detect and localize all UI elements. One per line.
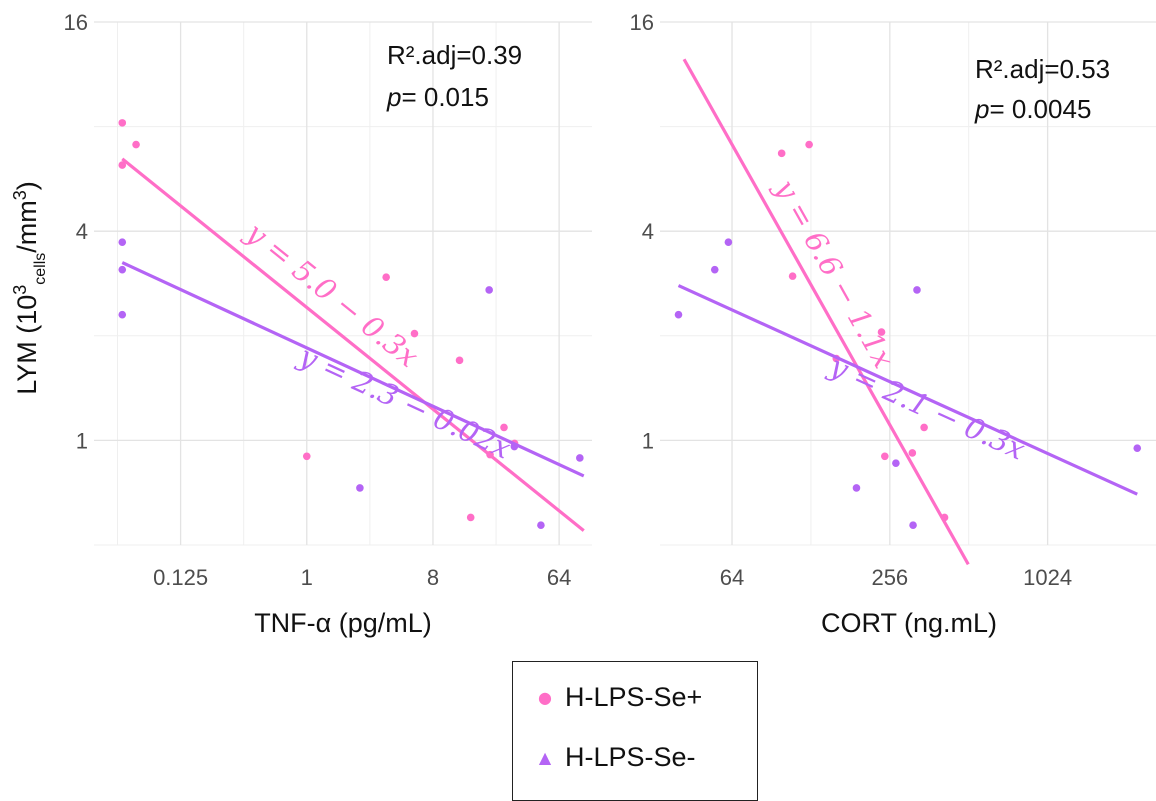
p-value-annotation: p= 0.015: [386, 82, 489, 112]
data-point: [486, 450, 494, 459]
r2-annotation: R².adj=0.39: [387, 40, 522, 70]
data-point: [132, 140, 140, 149]
y-tick-label: 16: [64, 10, 88, 35]
x-tick-label: 1024: [1023, 565, 1072, 590]
data-point: [455, 356, 464, 365]
legend-label-se-plus: H-LPS-Se+: [565, 682, 703, 712]
data-point: [356, 484, 364, 492]
fit-line: [121, 261, 585, 478]
data-point: [913, 286, 921, 294]
data-point: [576, 454, 584, 462]
data-point: [710, 265, 719, 274]
y-tick-label: 4: [642, 219, 654, 244]
y-tick-label: 4: [76, 219, 88, 244]
p-value-annotation: p= 0.0045: [974, 94, 1091, 124]
data-point: [537, 521, 545, 530]
legend-symbol-se-minus: ▲: [538, 748, 552, 767]
p-value: = 0.0045: [989, 94, 1091, 124]
data-point: [852, 484, 861, 492]
fit-equation-label: y = 2.1 − 0.3x: [823, 348, 1030, 467]
data-point: [805, 140, 813, 149]
x-tick-label: 256: [871, 565, 908, 590]
x-tick-label: 8: [427, 565, 439, 590]
fit-line: [677, 284, 1138, 496]
y-tick-label: 1: [642, 428, 654, 453]
data-point: [302, 452, 311, 461]
p-value: = 0.015: [401, 82, 488, 112]
legend-item-se-minus: ▲ H-LPS-Se-: [533, 742, 696, 773]
x-tick-label: 64: [720, 565, 744, 590]
data-point: [485, 286, 493, 294]
data-point: [674, 310, 683, 319]
data-point: [510, 442, 519, 451]
data-point: [410, 329, 419, 338]
data-point: [724, 238, 733, 246]
p-symbol: p: [974, 94, 989, 124]
fit-line: [121, 157, 585, 532]
data-point: [909, 521, 917, 530]
legend: ● H-LPS-Se+ ▲ H-LPS-Se-: [512, 661, 758, 801]
data-point: [466, 513, 475, 522]
data-point: [382, 273, 390, 281]
legend-label-se-minus: H-LPS-Se-: [565, 742, 696, 772]
fit-equation-label: y = 6.6 − 1.1x: [767, 172, 901, 374]
data-point: [1133, 444, 1142, 452]
data-point: [920, 423, 928, 432]
data-point: [118, 310, 127, 319]
data-point: [118, 161, 127, 169]
fit-line: [682, 58, 970, 566]
legend-item-se-plus: ● H-LPS-Se+: [533, 682, 702, 713]
right-panel-cort: 64 256 1024 1 4 16 CORT (ng.mL) y = 6.6 − 1.1xy…: [630, 10, 1156, 638]
data-point: [788, 272, 797, 280]
data-point: [881, 452, 889, 461]
data-point: [940, 513, 949, 522]
x-tick-label: 64: [547, 565, 571, 590]
data-point: [500, 423, 508, 432]
data-point: [908, 449, 917, 457]
legend-symbol-se-plus: ●: [538, 688, 552, 707]
y-tick-label: 16: [630, 10, 654, 35]
x-tick-label: 0.125: [153, 565, 208, 590]
data-point: [777, 149, 786, 158]
data-point: [892, 459, 900, 467]
r2-annotation: R².adj=0.53: [975, 54, 1110, 84]
x-tick-label: 1: [301, 565, 313, 590]
y-axis-title: LYM (103cells/mm3): [10, 181, 49, 395]
data-point: [118, 119, 127, 127]
data-point: [877, 328, 886, 336]
data-point: [118, 265, 127, 274]
x-axis-title: TNF-α (pg/mL): [254, 608, 432, 638]
data-point: [118, 238, 127, 246]
p-symbol: p: [386, 82, 401, 112]
x-axis-title: CORT (ng.mL): [821, 608, 997, 638]
y-tick-label: 1: [76, 428, 88, 453]
